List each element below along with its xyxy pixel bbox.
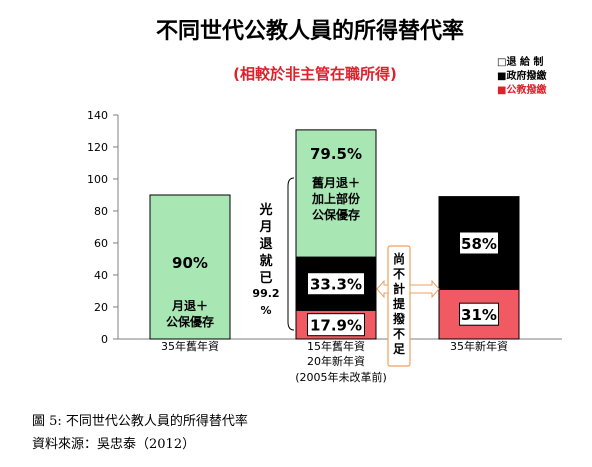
- figure-caption: 圖 5: 不同世代公教人員的所得替代率: [32, 414, 248, 429]
- x-tick-sublabel-new20: 20年新年資: [307, 354, 365, 368]
- data-label-box: [459, 231, 499, 255]
- annotation-arrow: [409, 279, 440, 299]
- annotation-buji-box: [387, 245, 411, 367]
- y-tick-label: 140: [87, 109, 108, 122]
- legend-item-employee: ■公教撥繳: [497, 83, 546, 96]
- data-label-box: [459, 302, 499, 326]
- annotation-buji: 尚不計提撥不足: [393, 251, 406, 356]
- x-tick-label-new35: 35年新年資: [450, 339, 508, 353]
- x-tick-note-pre2005: (2005年未改革前): [295, 370, 387, 384]
- data-label: 33.3%: [310, 276, 362, 294]
- bar-segment: [149, 194, 231, 340]
- data-label: 58%: [461, 235, 497, 253]
- data-label: 31%: [461, 306, 497, 324]
- segment-note: 舊月退＋加上部份公保優存: [311, 175, 361, 222]
- data-label-box: [307, 272, 365, 296]
- chart-subtitle: (相較於非主管在職所得): [233, 65, 397, 83]
- x-tick-label-old35: 35年舊年資: [161, 339, 219, 353]
- segment-note: 月退＋公保優存: [166, 299, 214, 329]
- bar-segment: [295, 129, 377, 258]
- legend-item-retirement: □退 給 制: [497, 55, 543, 68]
- y-tick-label: 40: [94, 269, 108, 282]
- annotation-guangyue-value: 99.2%: [252, 287, 279, 317]
- y-tick-label: 60: [94, 237, 108, 250]
- y-tick-label: 20: [94, 301, 108, 314]
- legend-item-government: ■政府撥繳: [497, 69, 546, 82]
- x-tick-label-old15: 15年舊年資: [307, 339, 365, 353]
- annotation-bracket: [287, 177, 295, 331]
- chart-title: 不同世代公教人員的所得替代率: [156, 18, 464, 44]
- annotation-arrow: [376, 279, 389, 299]
- y-axis: 0 20 40 60 80 100 120 140: [87, 109, 119, 346]
- bars: 90% 月退＋公保優存 17.9% 33.3% 79.5% 舊月退＋加上部份公保優存 31%…: [149, 129, 520, 340]
- y-tick-label: 120: [87, 141, 108, 154]
- data-label: 79.5%: [310, 145, 362, 163]
- y-tick-label: 100: [87, 173, 108, 186]
- data-label: 90%: [172, 254, 208, 272]
- source-caption: 資料來源：吳忠泰（2012）: [32, 437, 196, 452]
- x-axis-labels: 35年舊年資 15年舊年資 20年新年資 (2005年未改革前) 35年新年資: [161, 339, 508, 384]
- y-tick-label: 80: [94, 205, 108, 218]
- legend: □退 給 制 ■政府撥繳 ■公教撥繳: [497, 55, 546, 96]
- data-label-box: [307, 313, 365, 337]
- data-label: 17.9%: [310, 317, 362, 335]
- annotation-guangyue: 光月退就已: [258, 202, 272, 286]
- y-tick-label: 0: [101, 333, 108, 346]
